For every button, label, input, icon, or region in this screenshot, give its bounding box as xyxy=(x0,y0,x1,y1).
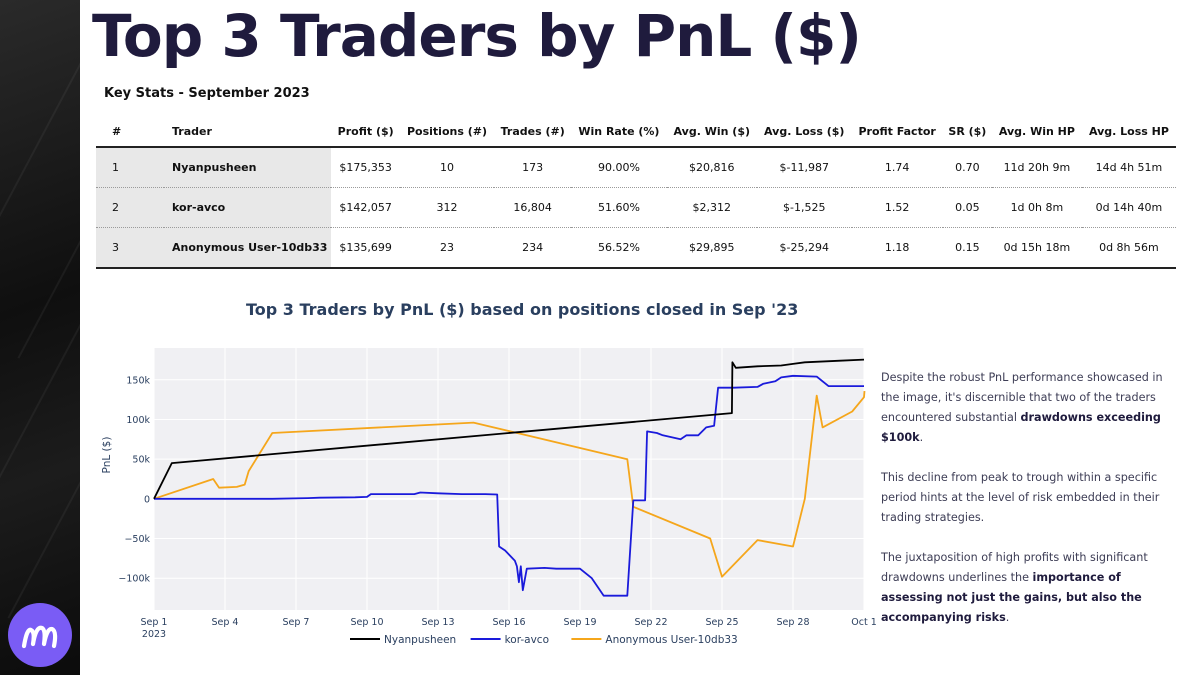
cell-trades: 234 xyxy=(494,227,572,269)
cell-sr: 0.05 xyxy=(942,187,992,228)
x-tick-label: Sep 16 xyxy=(492,617,525,628)
table-header-row: # Trader Profit ($) Positions (#) Trades… xyxy=(96,116,1176,148)
x-tick-label: Sep 25 xyxy=(705,617,738,628)
commentary-p1-text: Despite the robust PnL performance showc… xyxy=(881,371,1163,424)
sidebar-background xyxy=(0,0,80,675)
cell-avg-loss: $-25,294 xyxy=(756,227,852,269)
cell-profit: $142,057 xyxy=(331,187,400,228)
column-header-positions: Positions (#) xyxy=(399,116,495,148)
cell-avg-win-hp: 1d 0h 8m xyxy=(991,187,1082,228)
commentary-p1-end: . xyxy=(919,431,924,444)
legend-entry: Anonymous User-10db33 xyxy=(605,634,737,646)
cell-trades: 173 xyxy=(494,147,572,188)
cell-rank: 1 xyxy=(96,147,164,188)
key-stats-table: # Trader Profit ($) Positions (#) Trades… xyxy=(96,116,1176,269)
column-header-avg-loss-hp: Avg. Loss HP xyxy=(1081,116,1176,148)
column-header-profit-factor: Profit Factor xyxy=(851,116,943,148)
cell-trader: Nyanpusheen xyxy=(164,147,332,188)
cell-sr: 0.70 xyxy=(942,147,992,188)
brand-logo-icon xyxy=(8,603,72,667)
column-header-win-rate: Win Rate (%) xyxy=(571,116,667,148)
column-header-profit: Profit ($) xyxy=(331,116,400,148)
cell-avg-win-hp: 11d 20h 9m xyxy=(991,147,1082,188)
commentary-paragraph-3: The juxtaposition of high profits with s… xyxy=(881,548,1181,628)
y-tick-label: 0 xyxy=(144,494,150,505)
column-header-trades: Trades (#) xyxy=(494,116,572,148)
cell-win-rate: 56.52% xyxy=(571,227,667,269)
cell-profit-factor: 1.18 xyxy=(851,227,943,269)
commentary-paragraph-2: This decline from peak to trough within … xyxy=(881,471,1160,524)
y-tick-label: 150k xyxy=(126,375,150,386)
column-header-avg-win-hp: Avg. Win HP xyxy=(991,116,1082,148)
x-tick-label: Sep 13 xyxy=(421,617,454,628)
legend-entry: kor-avco xyxy=(505,634,549,646)
commentary-paragraph-1: Despite the robust PnL performance showc… xyxy=(881,368,1181,448)
cell-win-rate: 51.60% xyxy=(571,187,667,228)
x-tick-label: Sep 4 xyxy=(212,617,239,628)
cell-profit-factor: 1.74 xyxy=(851,147,943,188)
column-header-rank: # xyxy=(96,116,164,148)
y-tick-label: −50k xyxy=(124,534,150,545)
column-header-trader: Trader xyxy=(164,116,332,148)
x-tick-label: Sep 22 xyxy=(634,617,667,628)
x-tick-label: Sep 28 xyxy=(776,617,809,628)
cell-trader: Anonymous User-10db33 xyxy=(164,227,332,269)
x-tick-label: Sep 10 xyxy=(350,617,383,628)
cell-profit-factor: 1.52 xyxy=(851,187,943,228)
cell-positions: 23 xyxy=(399,227,495,269)
table-row: 2 kor-avco $142,057 312 16,804 51.60% $2… xyxy=(96,187,1176,228)
chart-title: Top 3 Traders by PnL ($) based on positi… xyxy=(246,300,799,319)
cell-avg-loss-hp: 0d 8h 56m xyxy=(1081,227,1176,269)
series-line-kor-avco xyxy=(154,374,864,597)
x-tick-sublabel: 2023 xyxy=(142,629,166,640)
x-tick-label: Sep 7 xyxy=(283,617,310,628)
cell-trades: 16,804 xyxy=(494,187,572,228)
cell-avg-loss-hp: 0d 14h 40m xyxy=(1081,187,1176,228)
cell-rank: 2 xyxy=(96,187,164,228)
cell-avg-win: $29,895 xyxy=(666,227,757,269)
column-header-avg-win: Avg. Win ($) xyxy=(666,116,757,148)
cell-avg-loss: $-1,525 xyxy=(756,187,852,228)
commentary-p3-text: The juxtaposition of high profits with s… xyxy=(881,551,1148,584)
commentary-p3-end: . xyxy=(1005,611,1010,624)
column-header-sr: SR ($) xyxy=(942,116,992,148)
series-line-anonymous-user-10db33 xyxy=(153,391,866,578)
x-tick-label: Oct 1 xyxy=(851,617,876,628)
cell-avg-win: $20,816 xyxy=(666,147,757,188)
y-tick-label: 100k xyxy=(126,415,150,426)
cell-sr: 0.15 xyxy=(942,227,992,269)
key-stats-subtitle: Key Stats - September 2023 xyxy=(104,86,310,101)
y-tick-label: −100k xyxy=(118,574,150,585)
x-tick-label: Sep 19 xyxy=(563,617,596,628)
table-row: 3 Anonymous User-10db33 $135,699 23 234 … xyxy=(96,227,1176,269)
legend-entry: Nyanpusheen xyxy=(384,634,456,646)
commentary-panel: Despite the robust PnL performance showc… xyxy=(881,368,1181,648)
column-header-avg-loss: Avg. Loss ($) xyxy=(756,116,852,148)
cell-profit: $135,699 xyxy=(331,227,400,269)
cell-profit: $175,353 xyxy=(331,147,400,188)
cell-win-rate: 90.00% xyxy=(571,147,667,188)
y-tick-label: 50k xyxy=(132,455,150,466)
cell-trader: kor-avco xyxy=(164,187,332,228)
table-row: 1 Nyanpusheen $175,353 10 173 90.00% $20… xyxy=(96,147,1176,188)
commentary-p3-bold: importance of assessing not just the gai… xyxy=(881,571,1142,624)
series-line-nyanpusheen xyxy=(153,358,865,500)
x-tick-label: Sep 1 xyxy=(141,617,168,628)
cell-avg-loss-hp: 14d 4h 51m xyxy=(1081,147,1176,188)
cell-avg-win-hp: 0d 15h 18m xyxy=(991,227,1082,269)
cell-avg-win: $2,312 xyxy=(666,187,757,228)
cell-positions: 10 xyxy=(399,147,495,188)
cell-avg-loss: $-11,987 xyxy=(756,147,852,188)
y-axis-label: PnL ($) xyxy=(101,437,113,474)
page-title: Top 3 Traders by PnL ($) xyxy=(92,2,862,70)
commentary-p1-bold: drawdowns exceeding $100k xyxy=(881,411,1161,444)
cell-rank: 3 xyxy=(96,227,164,269)
cell-positions: 312 xyxy=(399,187,495,228)
